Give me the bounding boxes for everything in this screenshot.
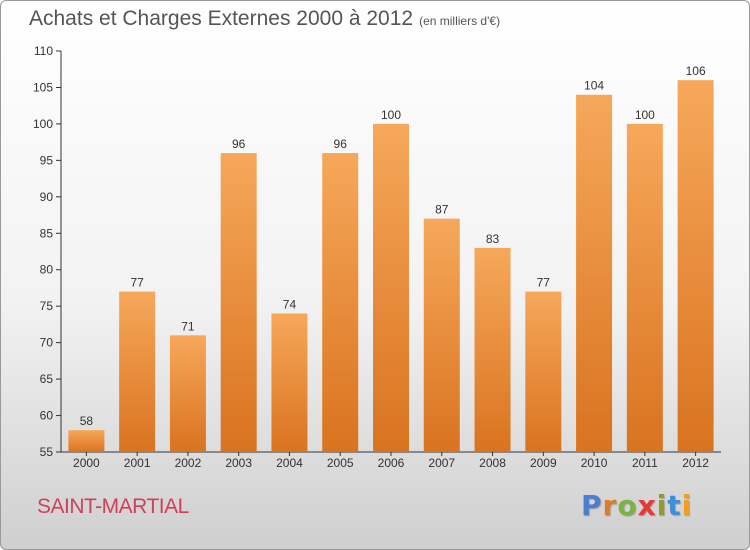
- logo-letter: o: [617, 489, 638, 522]
- x-tick-label: 2010: [581, 456, 608, 470]
- y-tick-label: 60: [40, 409, 54, 423]
- bar: [423, 218, 460, 452]
- y-tick-label: 80: [40, 263, 54, 277]
- bar: [626, 123, 663, 452]
- chart-bars: [68, 80, 714, 452]
- x-tick-label: 2003: [225, 456, 252, 470]
- x-tick-label: 2008: [479, 456, 506, 470]
- bar: [68, 430, 105, 452]
- data-label: 87: [435, 203, 449, 217]
- bar: [576, 94, 613, 452]
- y-tick-label: 65: [40, 372, 54, 386]
- data-label: 58: [80, 414, 94, 428]
- x-tick-label: 2005: [327, 456, 354, 470]
- chart-title: Achats et Charges Externes 2000 à 2012 (e…: [29, 7, 500, 31]
- x-tick-label: 2002: [175, 456, 202, 470]
- bar: [677, 80, 714, 452]
- x-tick-label: 2009: [530, 456, 557, 470]
- x-tick-label: 2001: [124, 456, 151, 470]
- x-tick-label: 2011: [632, 456, 658, 470]
- data-label: 96: [232, 137, 246, 151]
- data-label: 96: [334, 137, 348, 151]
- bar: [373, 123, 409, 452]
- x-tick-label: 2000: [73, 456, 100, 470]
- data-label: 83: [486, 232, 500, 246]
- chart-subtitle: (en milliers d'€): [419, 14, 501, 28]
- data-label: 100: [381, 108, 401, 122]
- x-tick-label: 2007: [428, 456, 455, 470]
- y-tick-label: 55: [40, 445, 54, 459]
- y-tick-label: 95: [40, 153, 54, 167]
- y-tick-label: 90: [40, 190, 54, 204]
- logo-letter: x: [637, 489, 657, 522]
- bar: [525, 291, 562, 452]
- y-tick-label: 70: [40, 336, 54, 350]
- logo-letter: i: [656, 489, 668, 522]
- x-tick-label: 2004: [276, 456, 303, 470]
- bar: [119, 291, 156, 452]
- logo-letter: t: [667, 489, 682, 522]
- bar: [271, 313, 308, 452]
- data-label: 100: [635, 108, 655, 122]
- logo-letter: r: [602, 489, 618, 522]
- y-tick-label: 85: [40, 226, 54, 240]
- data-label: 106: [686, 64, 706, 78]
- data-label: 77: [130, 276, 144, 290]
- x-tick-label: 2006: [378, 456, 405, 470]
- chart-labels: 2000 58 2001 77 2002 71 2003 96 2004 74 2005 96 2006…: [73, 64, 709, 470]
- bar: [220, 153, 257, 452]
- data-label: 77: [537, 276, 551, 290]
- data-label: 104: [584, 79, 604, 93]
- logo-letter: i: [681, 489, 693, 522]
- logo-letter: P: [581, 489, 603, 522]
- x-tick-label: 2012: [682, 456, 709, 470]
- chart-title-text: Achats et Charges Externes 2000 à 2012: [29, 7, 414, 30]
- bar: [322, 153, 359, 452]
- bar: [169, 335, 206, 452]
- data-label: 71: [181, 319, 195, 333]
- y-tick-label: 110: [34, 44, 53, 58]
- y-tick-label: 105: [33, 80, 53, 94]
- commune-name: SAINT-MARTIAL: [37, 495, 189, 518]
- data-label: 74: [283, 297, 297, 311]
- y-tick-label: 100: [33, 117, 53, 131]
- bar: [474, 247, 511, 452]
- y-tick-label: 75: [40, 299, 54, 313]
- proxiti-logo: Proxiti: [581, 489, 692, 522]
